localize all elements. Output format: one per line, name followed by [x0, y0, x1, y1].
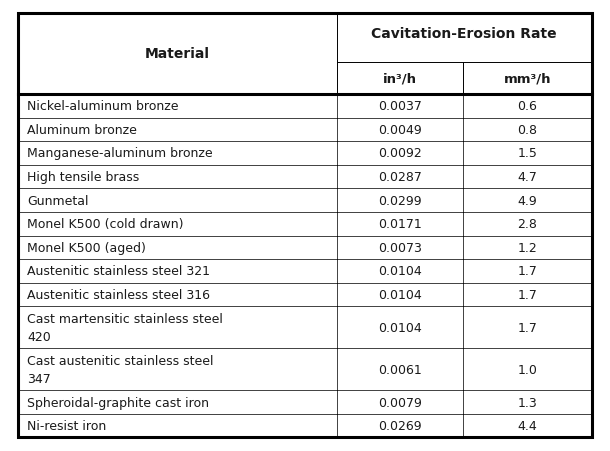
Text: 1.7: 1.7 [517, 265, 537, 278]
Text: 1.0: 1.0 [517, 363, 537, 376]
Text: 0.0037: 0.0037 [378, 100, 422, 113]
Text: 1.3: 1.3 [517, 396, 537, 409]
Text: mm³/h: mm³/h [503, 72, 551, 85]
Text: 0.0079: 0.0079 [378, 396, 422, 409]
Text: Nickel-aluminum bronze: Nickel-aluminum bronze [27, 100, 179, 113]
Text: 4.9: 4.9 [517, 194, 537, 207]
Text: 0.0299: 0.0299 [378, 194, 422, 207]
Text: 0.6: 0.6 [517, 100, 537, 113]
Text: Material: Material [145, 47, 210, 61]
Text: 4.7: 4.7 [517, 170, 537, 184]
Text: 0.0171: 0.0171 [378, 218, 422, 231]
Text: Ni-resist iron: Ni-resist iron [27, 419, 107, 432]
Text: Monel K500 (cold drawn): Monel K500 (cold drawn) [27, 218, 184, 231]
Text: 1.7: 1.7 [517, 321, 537, 334]
Text: 0.0104: 0.0104 [378, 288, 422, 301]
Text: 0.0049: 0.0049 [378, 124, 422, 137]
Text: 0.0104: 0.0104 [378, 265, 422, 278]
Text: 1.2: 1.2 [517, 241, 537, 254]
Text: 1.5: 1.5 [517, 147, 537, 160]
Text: 0.8: 0.8 [517, 124, 537, 137]
Text: 0.0269: 0.0269 [378, 419, 422, 432]
Text: 347: 347 [27, 372, 51, 385]
Text: Monel K500 (aged): Monel K500 (aged) [27, 241, 146, 254]
Text: 0.0092: 0.0092 [378, 147, 422, 160]
Text: Manganese-aluminum bronze: Manganese-aluminum bronze [27, 147, 213, 160]
Text: Cast austenitic stainless steel: Cast austenitic stainless steel [27, 354, 214, 367]
Text: Cast martensitic stainless steel: Cast martensitic stainless steel [27, 312, 223, 325]
Text: 4.4: 4.4 [517, 419, 537, 432]
Text: Aluminum bronze: Aluminum bronze [27, 124, 137, 137]
Text: Austenitic stainless steel 316: Austenitic stainless steel 316 [27, 288, 210, 301]
Text: 0.0104: 0.0104 [378, 321, 422, 334]
Text: Gunmetal: Gunmetal [27, 194, 89, 207]
Text: 0.0061: 0.0061 [378, 363, 422, 376]
Text: Austenitic stainless steel 321: Austenitic stainless steel 321 [27, 265, 210, 278]
Text: 0.0287: 0.0287 [378, 170, 422, 184]
Text: in³/h: in³/h [382, 72, 417, 85]
Text: 0.0073: 0.0073 [378, 241, 422, 254]
Text: Spheroidal-graphite cast iron: Spheroidal-graphite cast iron [27, 396, 209, 409]
Text: High tensile brass: High tensile brass [27, 170, 140, 184]
Text: Cavitation-Erosion Rate: Cavitation-Erosion Rate [371, 27, 557, 41]
Text: 1.7: 1.7 [517, 288, 537, 301]
Text: 2.8: 2.8 [517, 218, 537, 231]
Text: 420: 420 [27, 330, 51, 343]
